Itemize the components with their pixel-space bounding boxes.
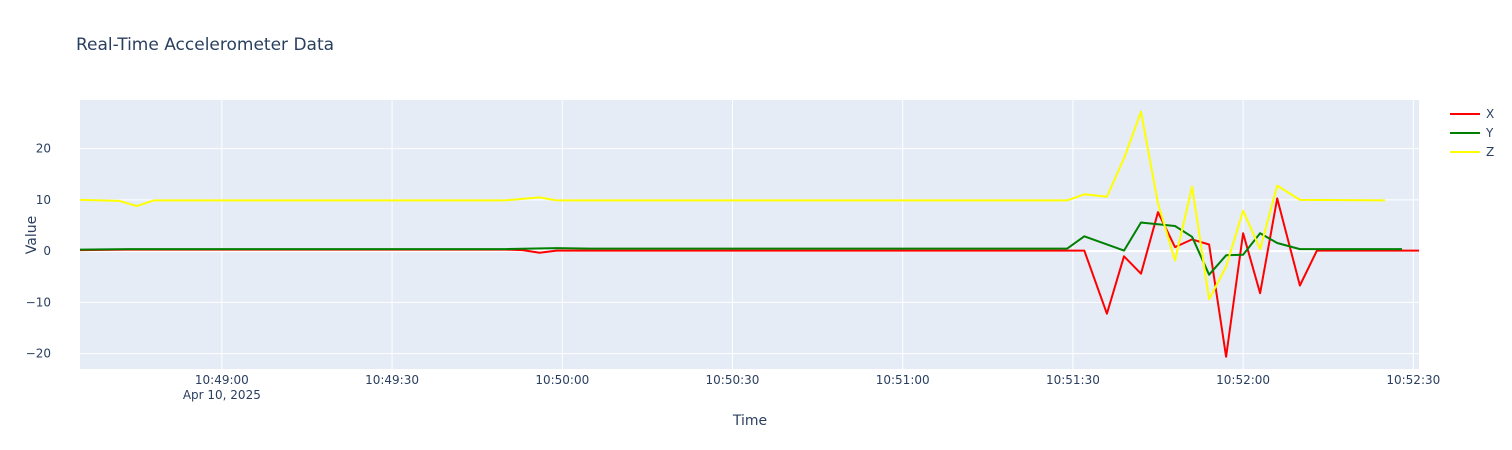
- legend: XYZ: [1450, 107, 1494, 159]
- x-axis-ticks: 10:49:00 10:49:30 10:50:00 10:50:30 10:51:00…: [195, 373, 1440, 387]
- x-axis-date-label: Apr 10, 2025: [183, 388, 261, 402]
- x-tick-label: 10:51:30: [1046, 373, 1100, 387]
- y-tick-label: −10: [26, 295, 51, 309]
- y-tick-label: 20: [36, 142, 51, 156]
- series-line-x: [79, 197, 1419, 358]
- x-tick-label: 10:50:00: [535, 373, 589, 387]
- y-axis-title: Value: [24, 216, 40, 254]
- x-tick-label: 10:50:30: [706, 373, 760, 387]
- y-tick-label: −20: [26, 347, 51, 361]
- legend-item-z[interactable]: Z: [1450, 145, 1494, 159]
- legend-item-y[interactable]: Y: [1450, 126, 1494, 140]
- y-axis-ticks: −20 −10 0 10 20: [26, 142, 51, 361]
- x-tick-label: 10:52:30: [1386, 373, 1440, 387]
- legend-label: X: [1486, 107, 1494, 121]
- y-tick-label: 10: [36, 193, 51, 207]
- x-tick-label: 10:49:30: [365, 373, 419, 387]
- x-tick-label: 10:49:00: [195, 373, 249, 387]
- chart-title: Real-Time Accelerometer Data: [76, 35, 334, 55]
- x-axis-title: Time: [732, 413, 767, 429]
- series-lines: [79, 110, 1419, 358]
- legend-label: Z: [1486, 145, 1494, 159]
- y-tick-label: 0: [43, 244, 51, 258]
- legend-item-x[interactable]: X: [1450, 107, 1494, 121]
- x-tick-label: 10:52:00: [1216, 373, 1270, 387]
- x-tick-label: 10:51:00: [876, 373, 930, 387]
- legend-label: Y: [1485, 126, 1494, 140]
- series-line-z: [79, 110, 1386, 301]
- plot-area: [80, 100, 1419, 369]
